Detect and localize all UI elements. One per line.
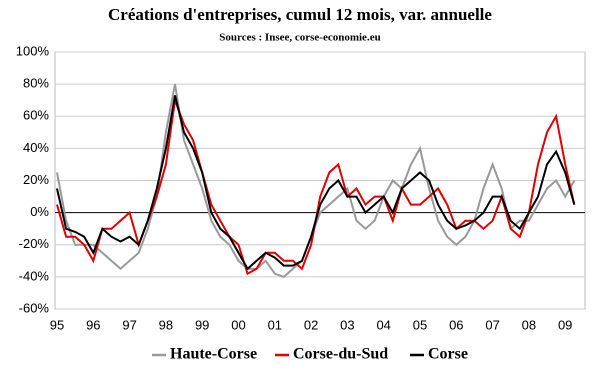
x-tick-label: 04 <box>376 317 390 332</box>
x-tick-label: 01 <box>268 317 282 332</box>
x-tick-label: 03 <box>340 317 354 332</box>
y-tick-label: 80% <box>23 76 49 91</box>
chart-title: Créations d'entreprises, cumul 12 mois, … <box>108 5 492 24</box>
x-tick-label: 99 <box>195 317 209 332</box>
x-tick-label: 02 <box>304 317 318 332</box>
y-tick-label: 40% <box>23 140 49 155</box>
series-line <box>56 95 576 271</box>
y-tick-label: -20% <box>19 236 50 251</box>
y-tick-label: 20% <box>23 172 49 187</box>
x-tick-label: 09 <box>558 317 572 332</box>
legend-label: Haute-Corse <box>170 346 257 363</box>
legend-label: Corse <box>428 346 468 363</box>
x-tick-label: 08 <box>522 317 536 332</box>
y-tick-label: -40% <box>19 268 50 283</box>
y-tick-label: 100% <box>16 43 50 58</box>
y-tick-label: -60% <box>19 300 50 315</box>
x-tick-label: 98 <box>159 317 173 332</box>
x-tick-label: 97 <box>122 317 136 332</box>
x-tick-label: 96 <box>86 317 100 332</box>
series-line <box>56 99 576 276</box>
x-tick-label: 00 <box>231 317 245 332</box>
x-tick-label: 05 <box>413 317 427 332</box>
legend-label: Corse-du-Sud <box>293 346 388 363</box>
chart-subtitle: Sources : Insee, corse-economie.eu <box>219 32 380 44</box>
y-tick-label: 0% <box>30 204 49 219</box>
y-tick-label: 60% <box>23 108 49 123</box>
x-tick-label: 95 <box>50 317 64 332</box>
x-tick-label: 07 <box>485 317 499 332</box>
x-tick-label: 06 <box>449 317 463 332</box>
